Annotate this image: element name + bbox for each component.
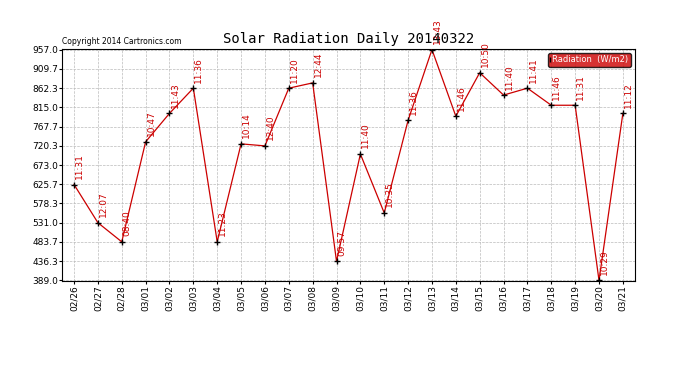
Text: 12:44: 12:44	[314, 52, 323, 77]
Text: 13:43: 13:43	[433, 18, 442, 44]
Title: Solar Radiation Daily 20140322: Solar Radiation Daily 20140322	[223, 32, 474, 46]
Text: 12:07: 12:07	[99, 191, 108, 217]
Text: 11:41: 11:41	[529, 57, 538, 82]
Text: Copyright 2014 Cartronics.com: Copyright 2014 Cartronics.com	[62, 38, 181, 46]
Text: 11:46: 11:46	[457, 85, 466, 111]
Text: 10:47: 10:47	[147, 111, 156, 136]
Text: 11:46: 11:46	[552, 74, 562, 100]
Text: 10:29: 10:29	[600, 249, 609, 275]
Text: 10:35: 10:35	[385, 182, 394, 207]
Text: 11:36: 11:36	[195, 57, 204, 82]
Text: 11:31: 11:31	[576, 74, 585, 100]
Text: 12:40: 12:40	[266, 115, 275, 140]
Text: 11:23: 11:23	[218, 210, 227, 236]
Text: 11:20: 11:20	[290, 57, 299, 82]
Text: 08:40: 08:40	[123, 210, 132, 236]
Text: 11:40: 11:40	[504, 64, 513, 90]
Text: 09:57: 09:57	[337, 230, 346, 256]
Legend: Radiation  (W/m2): Radiation (W/m2)	[548, 53, 631, 67]
Text: 11:31: 11:31	[75, 153, 84, 179]
Text: 11:36: 11:36	[409, 89, 418, 115]
Text: 10:14: 10:14	[242, 112, 251, 138]
Text: 11:40: 11:40	[362, 123, 371, 148]
Text: 11:43: 11:43	[170, 82, 179, 108]
Text: 10:50: 10:50	[481, 41, 490, 67]
Text: 11:12: 11:12	[624, 82, 633, 108]
